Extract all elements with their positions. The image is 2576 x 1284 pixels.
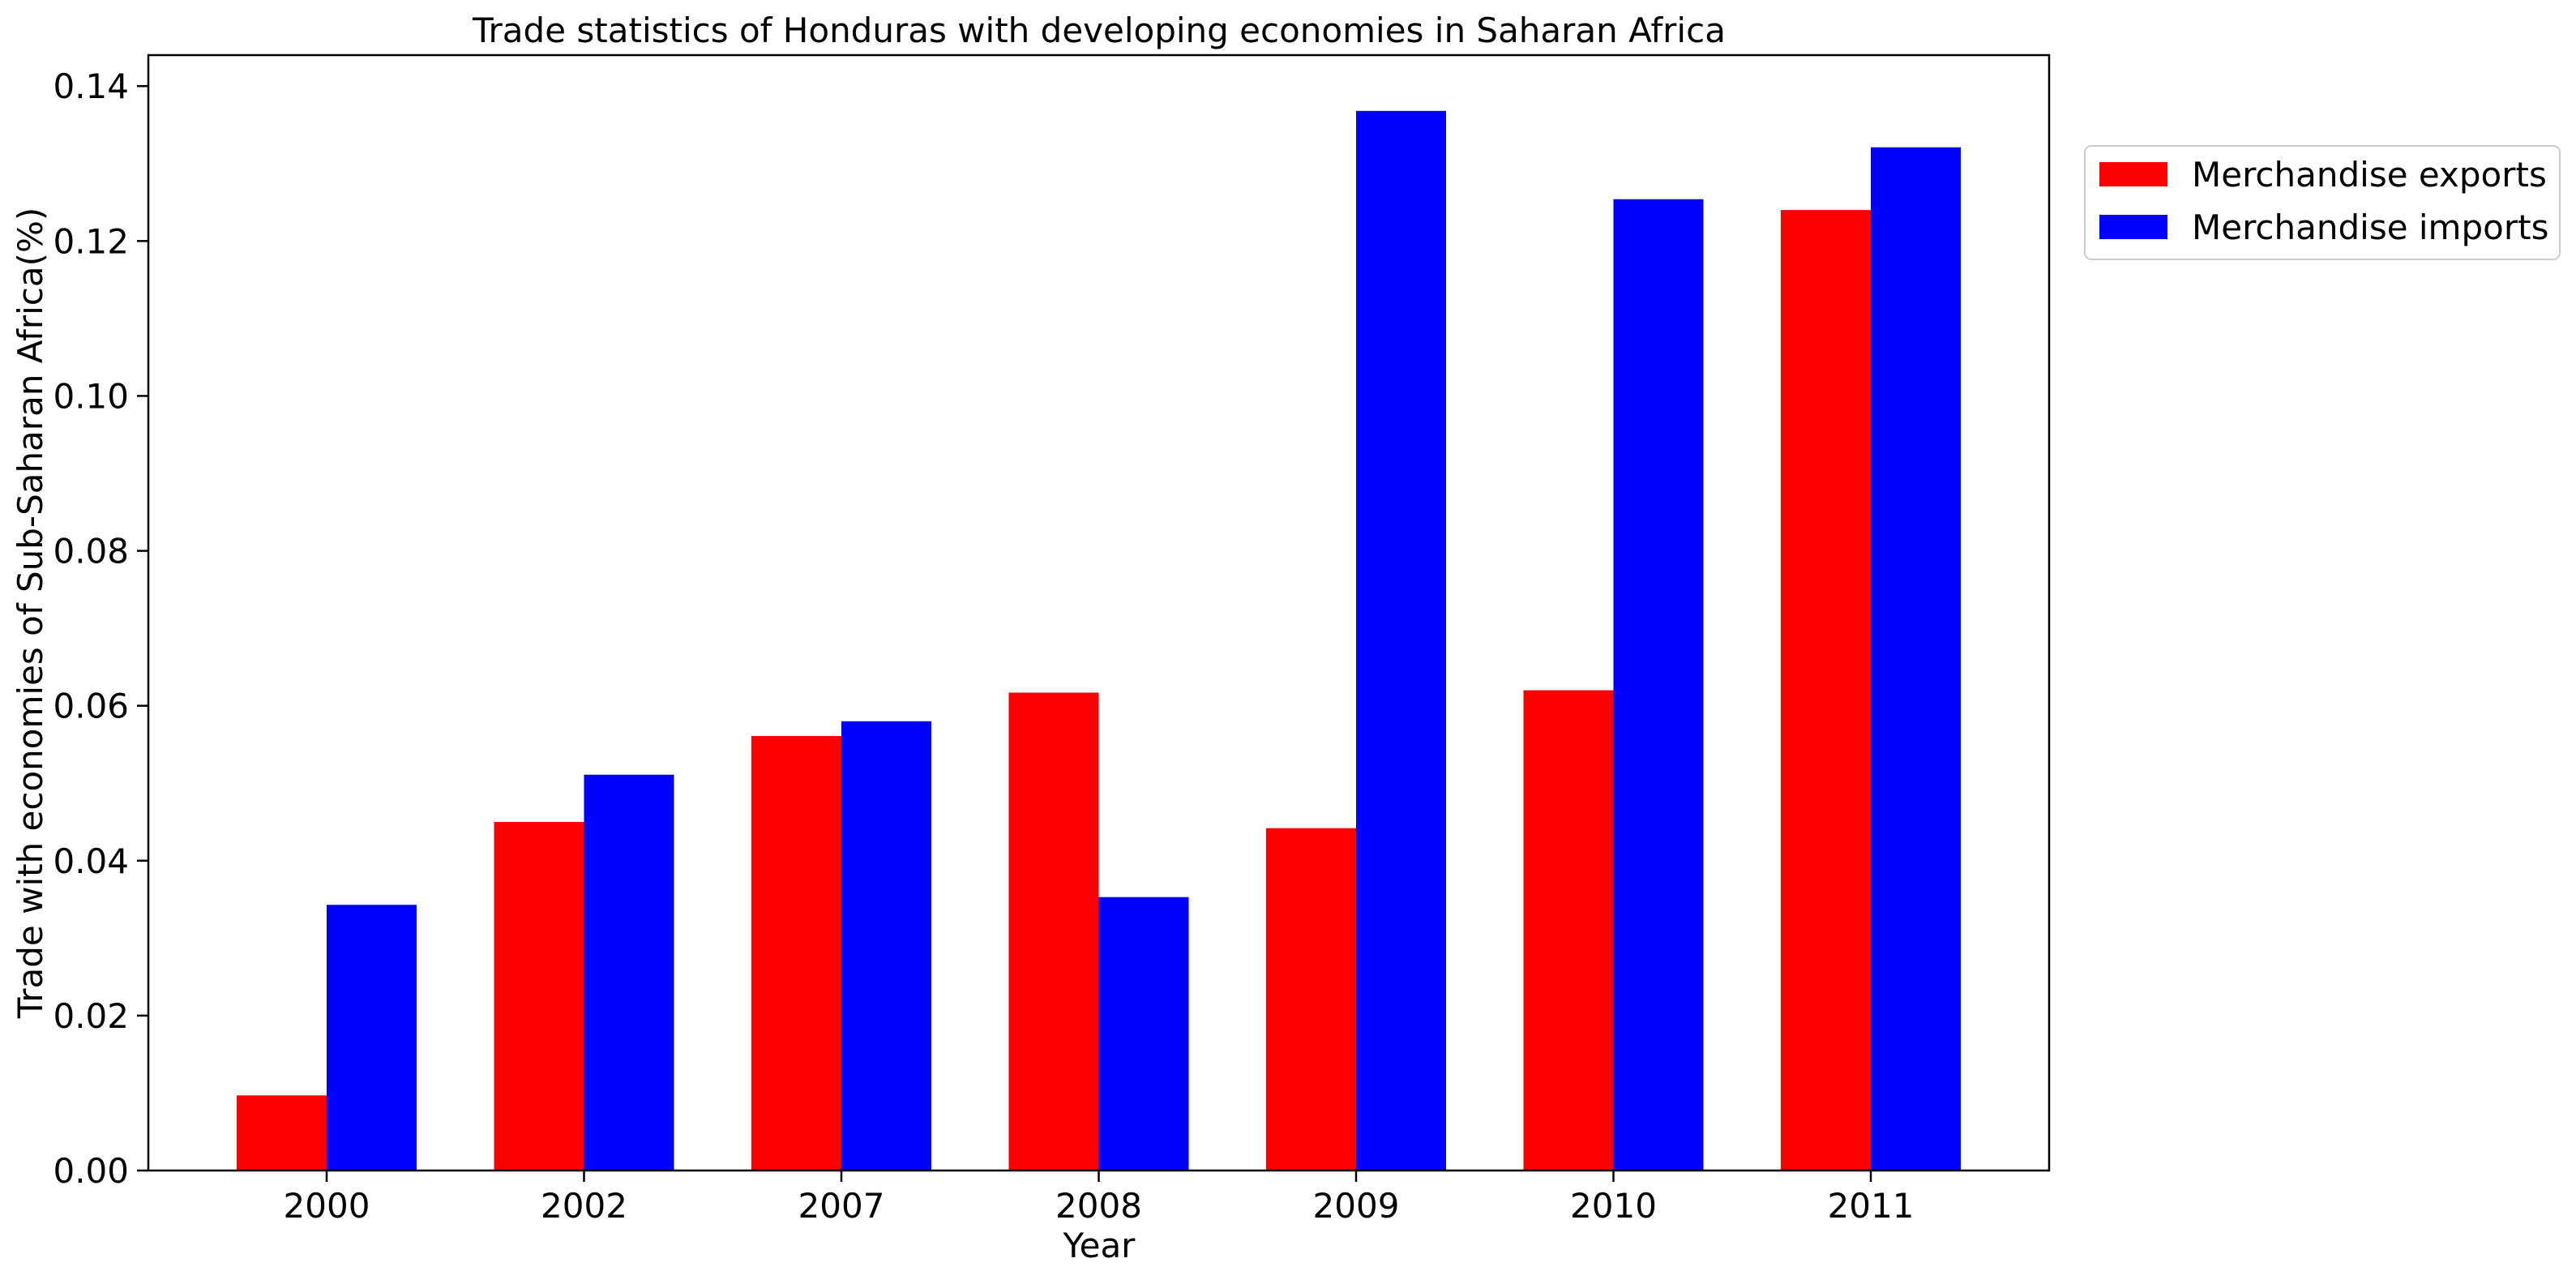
y-tick-label: 0.04 xyxy=(53,841,129,881)
x-tick-label: 2011 xyxy=(1828,1186,1915,1226)
legend: Merchandise exports Merchandise imports xyxy=(2084,145,2561,260)
bar-exports-2011 xyxy=(1781,210,1871,1171)
y-tick-label: 0.14 xyxy=(53,66,129,106)
bar-imports-2007 xyxy=(841,721,931,1171)
bar-imports-2011 xyxy=(1871,147,1961,1171)
x-tick-label: 2002 xyxy=(541,1186,627,1226)
bar-imports-2002 xyxy=(584,774,674,1171)
bar-exports-2000 xyxy=(237,1095,327,1171)
y-tick-label: 0.12 xyxy=(53,221,129,261)
bar-exports-2008 xyxy=(1008,692,1099,1171)
x-tick-label: 2009 xyxy=(1313,1186,1400,1226)
bar-imports-2010 xyxy=(1613,199,1704,1171)
legend-swatch-imports xyxy=(2099,215,2167,239)
x-axis-label: Year xyxy=(1063,1226,1136,1265)
bar-imports-2009 xyxy=(1356,110,1446,1171)
legend-box xyxy=(2084,145,2561,260)
x-tick-label: 2008 xyxy=(1055,1186,1142,1226)
legend-swatch-exports xyxy=(2099,162,2167,186)
y-tick-label: 0.06 xyxy=(53,687,129,726)
x-tick-label: 2000 xyxy=(284,1186,370,1226)
y-tick-label: 0.10 xyxy=(53,376,129,416)
bar-exports-2009 xyxy=(1266,828,1356,1171)
bar-exports-2007 xyxy=(751,735,841,1171)
bar-imports-2000 xyxy=(327,905,417,1171)
y-axis-label: Trade with economies of Sub-Saharan Afri… xyxy=(11,208,50,1020)
bar-exports-2002 xyxy=(494,822,584,1171)
x-tick-label: 2007 xyxy=(798,1186,885,1226)
y-tick-label: 0.08 xyxy=(53,532,129,571)
y-tick-label: 0.02 xyxy=(53,996,129,1036)
plot-frame xyxy=(147,54,2051,1172)
x-tick-label: 2010 xyxy=(1570,1186,1657,1226)
bar-imports-2008 xyxy=(1098,897,1189,1171)
y-tick-label: 0.00 xyxy=(53,1151,129,1191)
legend-label-imports: Merchandise imports xyxy=(2192,208,2548,247)
chart-title: Trade statistics of Honduras with develo… xyxy=(472,11,1726,50)
bar-exports-2010 xyxy=(1523,690,1614,1171)
legend-label-exports: Merchandise exports xyxy=(2192,155,2547,195)
